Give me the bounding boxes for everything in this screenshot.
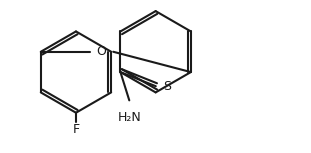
Text: O: O: [96, 45, 106, 58]
Text: H₂N: H₂N: [118, 111, 141, 124]
Text: F: F: [72, 123, 80, 136]
Text: S: S: [163, 80, 171, 93]
